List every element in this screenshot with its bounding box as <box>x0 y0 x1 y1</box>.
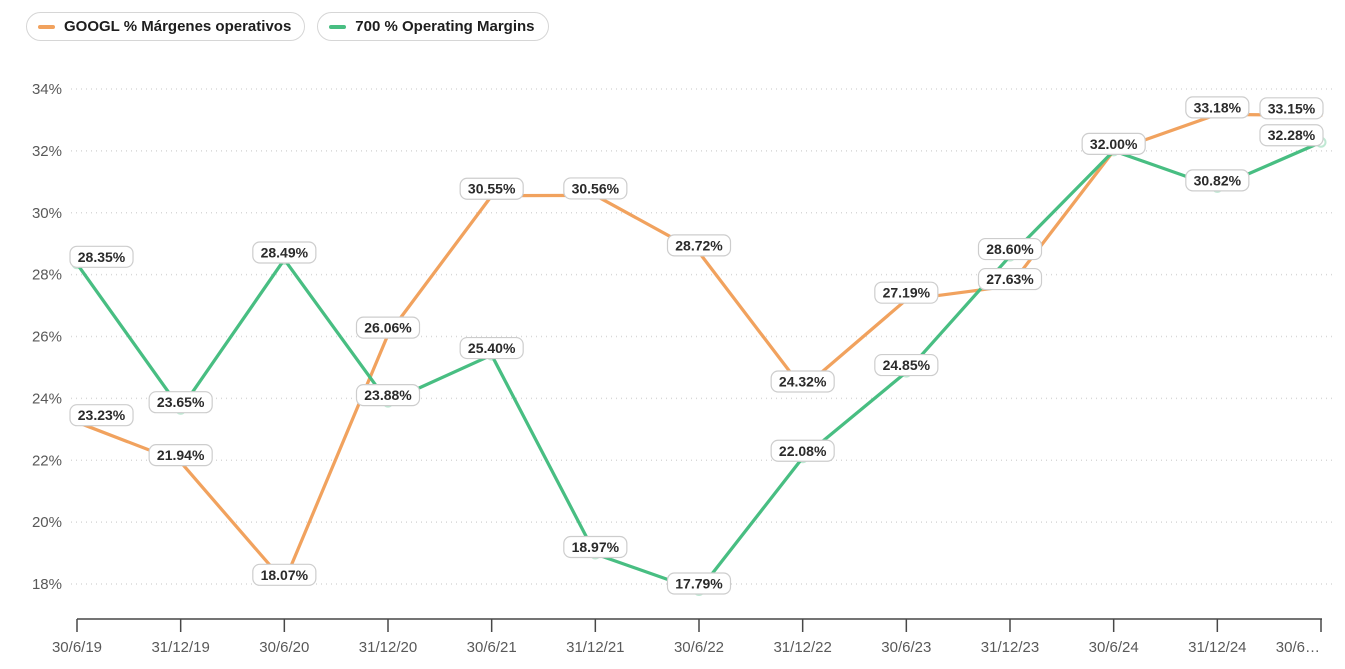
svg-text:26.06%: 26.06% <box>364 320 412 336</box>
svg-text:32.00%: 32.00% <box>1090 136 1138 152</box>
legend-item-label: GOOGL % Márgenes operativos <box>64 18 292 35</box>
data-point-label: 27.19% <box>874 281 939 304</box>
x-tick-label: 30/6/21 <box>467 639 517 656</box>
svg-text:28.60%: 28.60% <box>986 241 1034 257</box>
x-tick-label: 30/6… <box>1276 639 1320 656</box>
svg-text:17.79%: 17.79% <box>675 575 723 591</box>
series-color-dash-googl <box>38 24 55 29</box>
svg-text:18.07%: 18.07% <box>261 567 309 583</box>
svg-text:18.97%: 18.97% <box>572 539 620 555</box>
svg-text:27.19%: 27.19% <box>883 285 931 301</box>
svg-text:28.49%: 28.49% <box>261 244 309 260</box>
legend-item-label: 700 % Operating Margins <box>355 18 535 35</box>
svg-text:21.94%: 21.94% <box>157 447 205 463</box>
data-point-label: 28.60% <box>977 237 1043 261</box>
y-tick-label: 32% <box>32 143 62 160</box>
svg-text:24.32%: 24.32% <box>779 373 827 389</box>
svg-text:27.63%: 27.63% <box>986 271 1034 287</box>
y-tick-label: 24% <box>32 390 62 407</box>
data-point-label: 28.35% <box>69 245 134 268</box>
legend-item-700[interactable]: 700 % Operating Margins <box>317 12 549 41</box>
svg-text:24.85%: 24.85% <box>883 357 931 373</box>
data-point-label: 18.97% <box>563 535 628 559</box>
series-line-700[interactable] <box>75 140 1323 593</box>
y-tick-label: 28% <box>32 267 62 284</box>
svg-text:28.72%: 28.72% <box>675 237 723 253</box>
data-point-label: 25.40% <box>459 336 524 360</box>
x-tick-label: 31/12/19 <box>151 639 209 656</box>
svg-text:28.35%: 28.35% <box>78 249 126 265</box>
svg-text:32.28%: 32.28% <box>1268 127 1316 143</box>
data-point-label: 33.15% <box>1259 97 1324 120</box>
data-point-label: 30.82% <box>1185 169 1250 192</box>
svg-text:30.55%: 30.55% <box>468 181 516 197</box>
data-point-label: 24.32% <box>770 370 835 393</box>
x-tick-label: 30/6/20 <box>259 639 309 656</box>
y-tick-label: 34% <box>32 81 62 98</box>
data-point-label: 32.00% <box>1081 132 1146 155</box>
data-point-label: 30.56% <box>563 177 628 200</box>
data-point-label: 24.85% <box>874 353 939 377</box>
data-point-label: 18.07% <box>252 563 317 586</box>
svg-text:33.15%: 33.15% <box>1268 100 1316 116</box>
data-point-label: 21.94% <box>148 444 213 467</box>
chart-legend: GOOGL % Márgenes operativos 700 % Operat… <box>26 12 549 41</box>
svg-text:25.40%: 25.40% <box>468 340 516 356</box>
x-tick-label: 31/12/23 <box>981 639 1039 656</box>
data-point-label: 28.72% <box>666 234 732 257</box>
data-point-label: 23.65% <box>148 391 213 414</box>
y-tick-label: 18% <box>32 576 62 593</box>
x-tick-label: 30/6/24 <box>1089 639 1139 656</box>
x-tick-label: 31/12/21 <box>566 639 624 656</box>
svg-text:23.65%: 23.65% <box>157 394 205 410</box>
data-point-label: 28.49% <box>252 241 317 264</box>
series-line-googl[interactable] <box>75 112 1323 584</box>
y-tick-label: 22% <box>32 452 62 469</box>
x-tick-label: 31/12/20 <box>359 639 417 656</box>
y-tick-label: 20% <box>32 514 62 531</box>
svg-text:23.23%: 23.23% <box>78 407 126 423</box>
data-point-label: 22.08% <box>770 439 835 462</box>
data-point-label: 30.55% <box>459 177 524 200</box>
svg-text:30.56%: 30.56% <box>572 180 620 196</box>
data-point-label: 23.88% <box>355 383 421 407</box>
x-tick-label: 31/12/24 <box>1188 639 1246 656</box>
x-tick-label: 30/6/23 <box>881 639 931 656</box>
data-point-label: 23.23% <box>69 404 134 427</box>
y-tick-label: 30% <box>32 205 62 222</box>
svg-text:30.82%: 30.82% <box>1194 172 1242 188</box>
x-tick-label: 30/6/19 <box>52 639 102 656</box>
svg-text:22.08%: 22.08% <box>779 443 827 459</box>
x-tick-label: 30/6/22 <box>674 639 724 656</box>
series-color-dash-700 <box>329 24 347 29</box>
data-point-label: 26.06% <box>355 316 421 339</box>
data-point-label: 33.18% <box>1185 96 1250 119</box>
data-point-label: 17.79% <box>666 572 732 595</box>
data-point-label: 32.28% <box>1259 124 1324 147</box>
data-point-label: 27.63% <box>977 267 1043 291</box>
svg-text:33.18%: 33.18% <box>1194 99 1242 115</box>
svg-text:23.88%: 23.88% <box>364 387 412 403</box>
legend-item-googl[interactable]: GOOGL % Márgenes operativos <box>26 12 306 41</box>
x-tick-label: 31/12/22 <box>773 639 831 656</box>
y-tick-label: 26% <box>32 329 62 346</box>
